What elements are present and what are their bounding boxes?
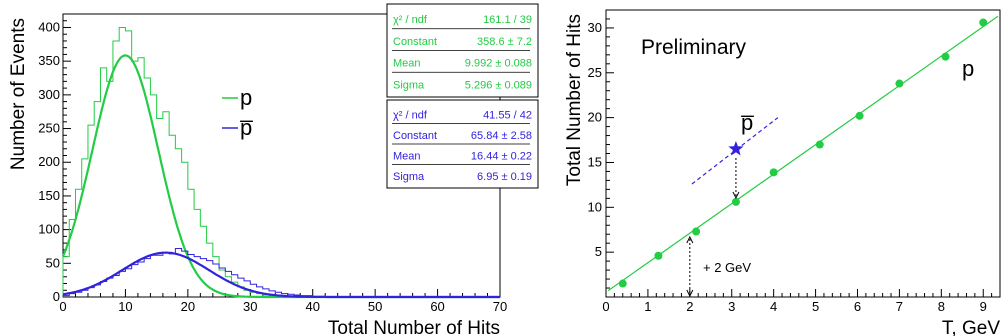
left-y-tick-label: 200 — [38, 154, 60, 169]
stat-label: Constant — [393, 36, 437, 48]
stat-label: χ² / ndf — [393, 14, 428, 26]
right-y-tick-label: 25 — [588, 65, 602, 80]
stat-value: 16.44 ± 0.22 — [471, 150, 532, 162]
left-y-tick-label: 100 — [38, 222, 60, 237]
right-x-tick-label: 3 — [728, 299, 735, 314]
fit-line-p — [607, 15, 999, 292]
series-label-pbar: p̅ — [740, 110, 754, 135]
legend-label-p: p — [240, 85, 252, 110]
right-x-tick-label: 2 — [686, 299, 693, 314]
stat-value: 358.6 ± 7.2 — [477, 36, 532, 48]
left-x-tick-label: 20 — [181, 299, 195, 314]
histogram-p — [62, 26, 282, 297]
fit-curve-pbar — [62, 251, 500, 299]
data-point-p — [941, 52, 950, 61]
right-y-tick-label: 5 — [595, 244, 602, 259]
stat-label: Mean — [393, 58, 421, 70]
data-point-p — [731, 197, 740, 206]
legend-label-pbar: p̅ — [239, 115, 253, 140]
data-point-p — [815, 140, 824, 149]
offset-arrow-head-up — [686, 235, 694, 244]
data-point-p — [895, 79, 904, 88]
right-x-tick-label: 0 — [602, 299, 609, 314]
left-x-tick-label: 30 — [243, 299, 257, 314]
data-point-p — [769, 168, 778, 177]
right-x-tick-label: 8 — [938, 299, 945, 314]
left-y-tick-label: 300 — [38, 87, 60, 102]
left-y-axis-title: Number of Events — [8, 18, 29, 170]
left-y-tick-label: 50 — [46, 255, 60, 270]
right-x-tick-label: 4 — [770, 299, 777, 314]
left-x-tick-label: 70 — [493, 299, 507, 314]
left-y-tick-label: 400 — [38, 19, 60, 34]
data-point-p — [692, 227, 701, 236]
stat-label: Sigma — [393, 171, 425, 183]
data-point-p — [654, 251, 663, 260]
right-y-tick-label: 20 — [588, 110, 602, 125]
data-point-p — [979, 18, 988, 27]
stat-value: 65.84 ± 2.58 — [471, 130, 532, 142]
right-x-tick-label: 1 — [644, 299, 651, 314]
stat-label: Mean — [393, 150, 421, 162]
stat-label: Constant — [393, 130, 437, 142]
left-x-axis-title: Total Number of Hits — [328, 318, 500, 336]
histogram-pbar — [62, 247, 326, 297]
left-x-tick-label: 50 — [368, 299, 382, 314]
left-y-tick-label: 150 — [38, 188, 60, 203]
preliminary-annotation: Preliminary — [641, 36, 747, 59]
stat-value: 9.992 ± 0.088 — [465, 58, 532, 70]
stat-label: Sigma — [393, 79, 425, 91]
stat-value: 41.55 / 42 — [483, 109, 532, 121]
offset-label: + 2 GeV — [703, 260, 751, 275]
series-label-p: p — [962, 56, 974, 81]
stat-value: 5.296 ± 0.089 — [465, 79, 532, 91]
right-x-tick-label: 5 — [812, 299, 819, 314]
left-x-tick-label: 60 — [430, 299, 444, 314]
shift-arrow-head — [732, 191, 740, 200]
left-y-tick-label: 350 — [38, 53, 60, 68]
data-point-p — [855, 111, 864, 120]
stat-label: χ² / ndf — [393, 109, 428, 121]
right-x-tick-label: 9 — [980, 299, 987, 314]
right-y-tick-label: 15 — [588, 154, 602, 169]
right-x-tick-label: 6 — [854, 299, 861, 314]
right-x-tick-label: 7 — [896, 299, 903, 314]
data-point-pbar — [728, 141, 744, 156]
left-x-tick-label: 10 — [118, 299, 132, 314]
left-x-tick-label: 40 — [305, 299, 319, 314]
offset-arrow-head-down — [686, 289, 694, 298]
left-y-tick-label: 250 — [38, 121, 60, 136]
right-y-tick-label: 10 — [588, 199, 602, 214]
stat-value: 161.1 / 39 — [483, 14, 532, 26]
left-y-tick-label: 0 — [53, 289, 60, 304]
data-point-p — [618, 279, 627, 288]
right-y-axis-title: Total Number of Hits — [564, 14, 585, 186]
right-x-axis-title: T, GeV — [942, 318, 1000, 336]
stat-value: 6.95 ± 0.19 — [477, 171, 532, 183]
right-y-tick-label: 30 — [588, 20, 602, 35]
left-x-tick-label: 0 — [59, 299, 66, 314]
